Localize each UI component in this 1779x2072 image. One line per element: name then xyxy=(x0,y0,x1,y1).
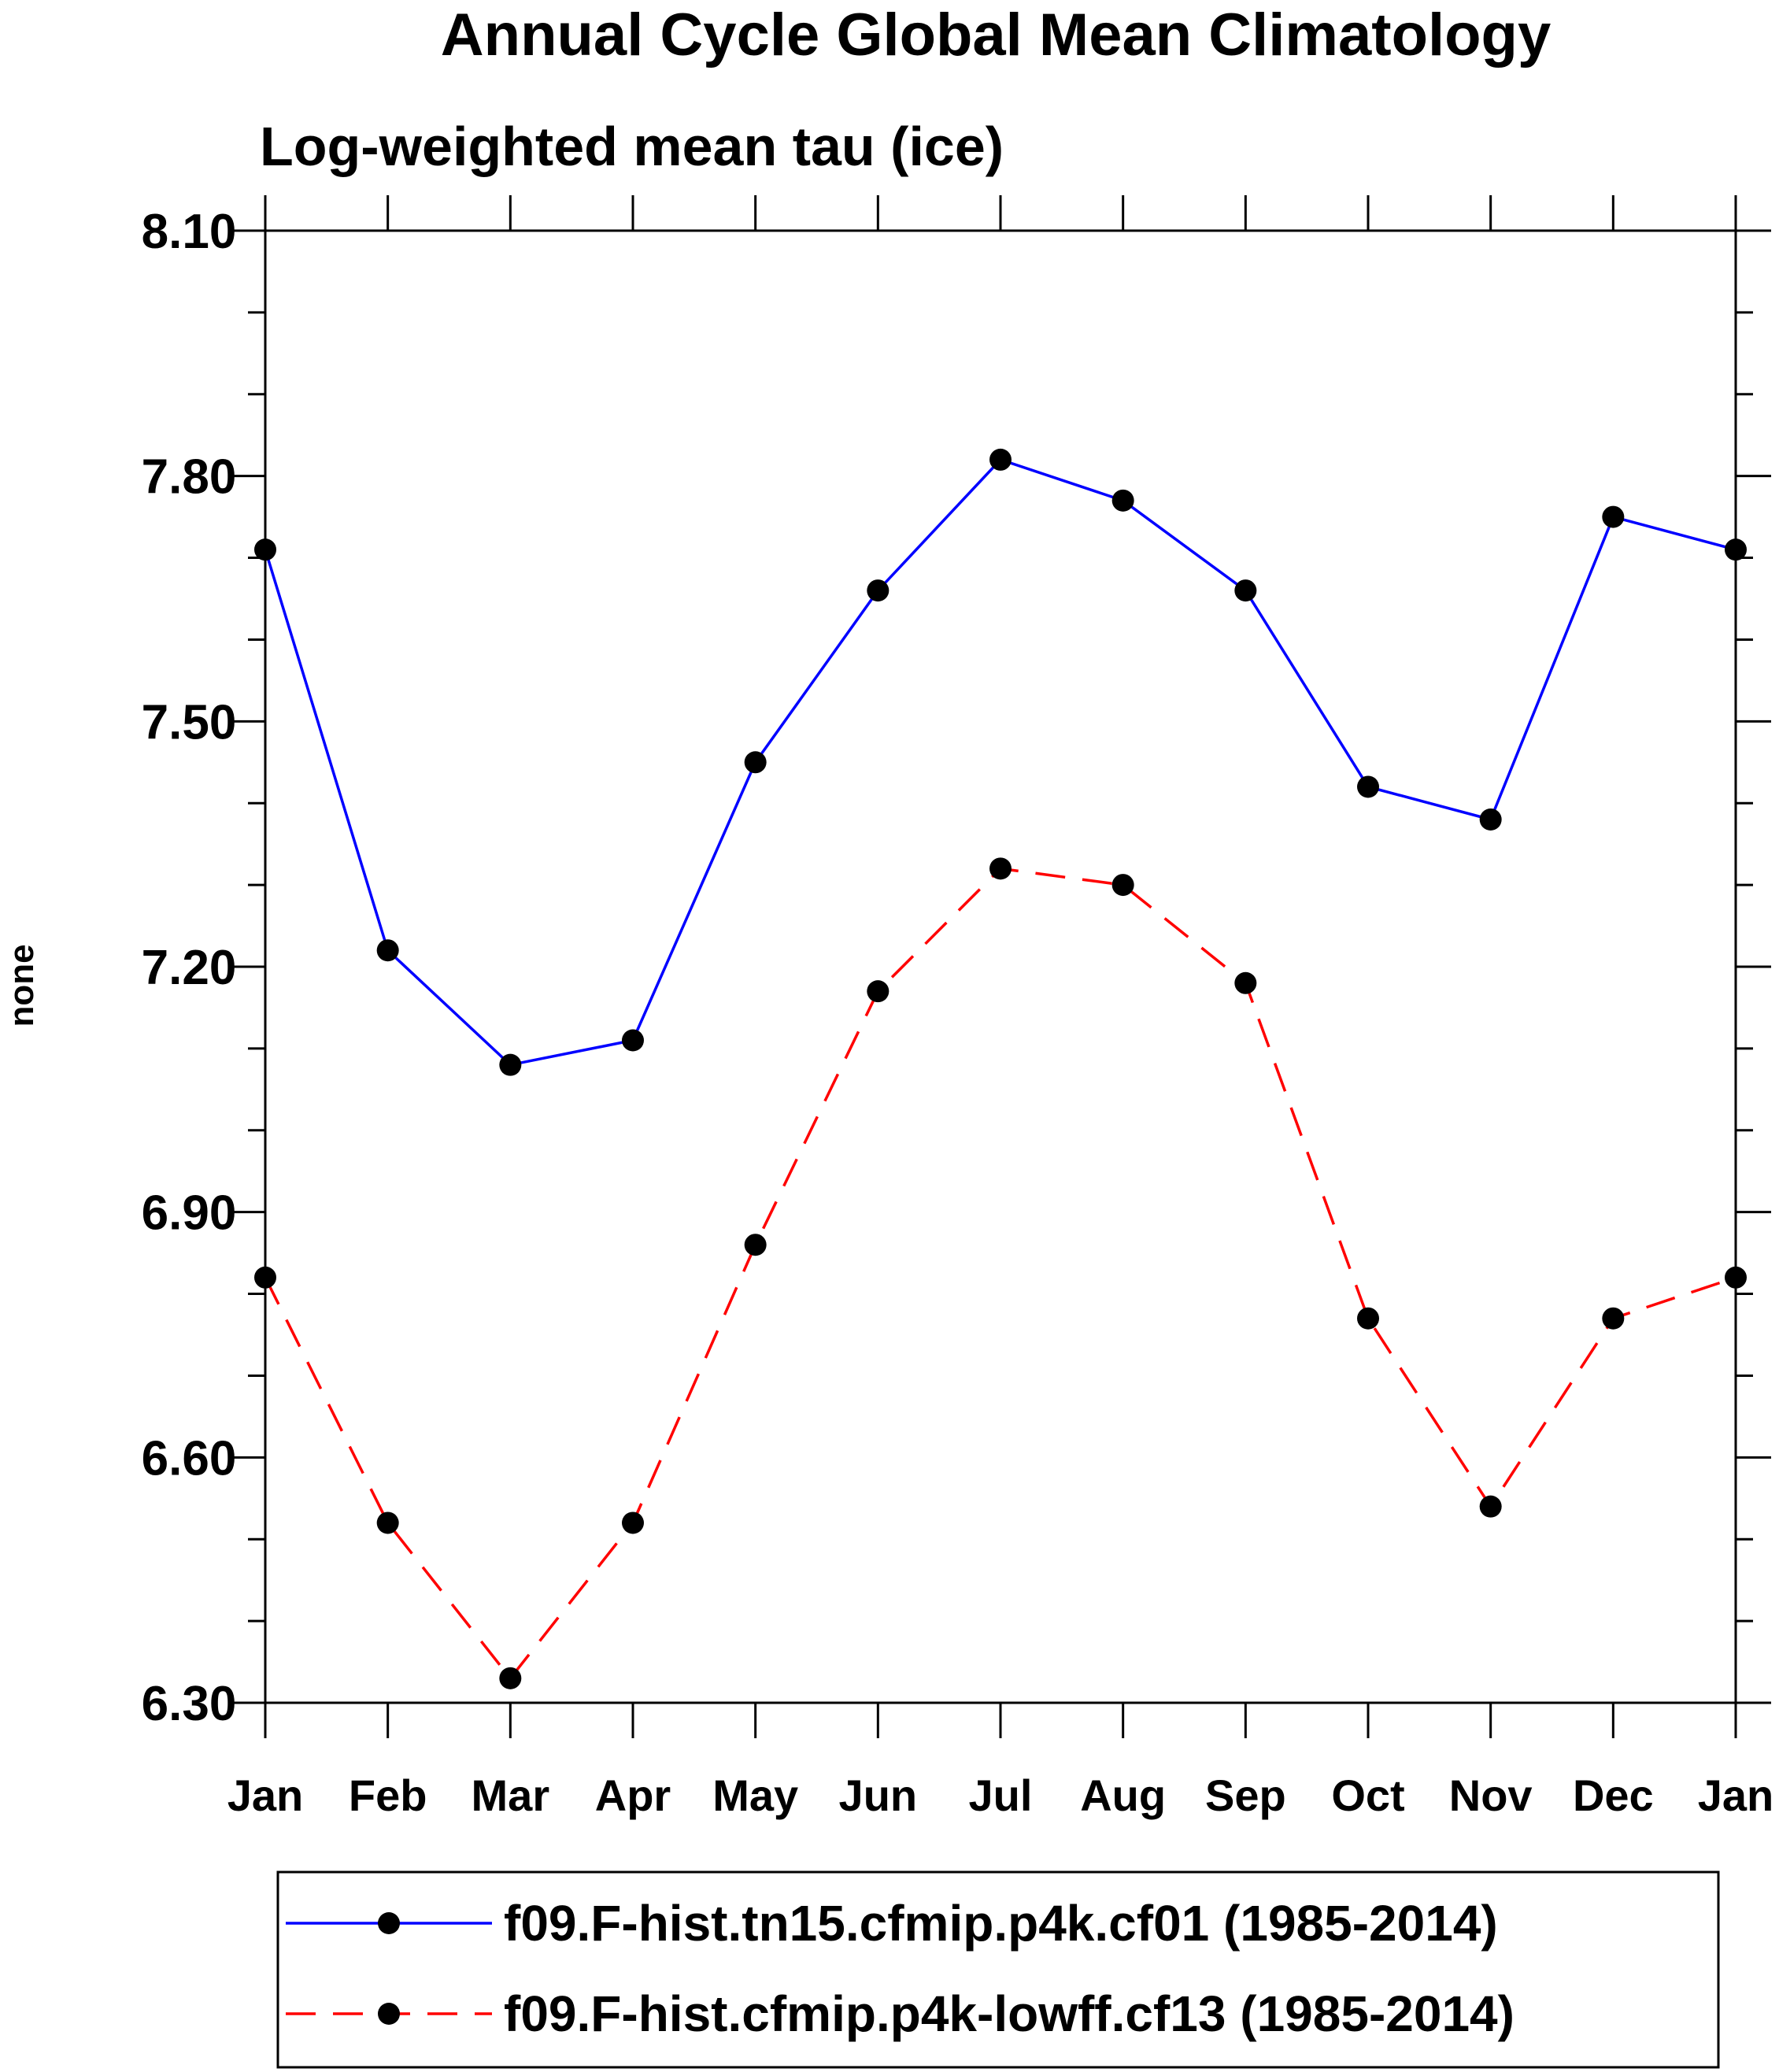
data-point xyxy=(1725,1266,1747,1289)
data-point xyxy=(744,1234,767,1256)
x-tick-label: Jan xyxy=(227,1770,304,1820)
legend-entry-1: f09.F-hist.tn15.cfmip.p4k.cf01 (1985-201… xyxy=(286,1895,1498,1952)
y-tick-label: 7.20 xyxy=(142,941,237,995)
data-point xyxy=(254,538,276,561)
data-point xyxy=(1479,1495,1502,1518)
series-layer xyxy=(254,448,1747,1689)
data-point xyxy=(989,448,1012,471)
data-point xyxy=(1357,775,1379,798)
data-point xyxy=(744,751,767,774)
legend-box xyxy=(276,1870,1720,2069)
x-tick-label: Dec xyxy=(1573,1770,1654,1820)
data-point xyxy=(622,1511,644,1534)
x-tick-label: Feb xyxy=(349,1770,427,1820)
x-tick-label: Sep xyxy=(1205,1770,1286,1820)
series-1 xyxy=(254,448,1747,1076)
data-point xyxy=(1602,505,1625,528)
data-point xyxy=(1602,1307,1625,1330)
data-point xyxy=(499,1053,522,1076)
series-line xyxy=(264,457,1736,1067)
legend-label: f09.F-hist.cfmip.p4k-lowff.cf13 (1985-20… xyxy=(504,1985,1515,2042)
y-axis-label: none xyxy=(2,944,41,1027)
legend-entry-2: f09.F-hist.cfmip.p4k-lowff.cf13 (1985-20… xyxy=(286,1985,1515,2042)
legend-marker xyxy=(378,1912,400,1934)
x-tick-label: Apr xyxy=(595,1770,671,1820)
x-tick-label: Mar xyxy=(472,1770,550,1820)
y-tick-label: 8.10 xyxy=(142,205,237,259)
x-tick-label: May xyxy=(712,1770,798,1820)
y-tick-label: 7.80 xyxy=(142,450,237,505)
x-tick-label: Nov xyxy=(1449,1770,1533,1820)
x-tick-label: Jun xyxy=(839,1770,918,1820)
data-point xyxy=(376,1511,399,1534)
data-point xyxy=(1725,538,1747,561)
legend-label: f09.F-hist.tn15.cfmip.p4k.cf01 (1985-201… xyxy=(504,1895,1498,1952)
x-tick-label: Jul xyxy=(969,1770,1033,1820)
data-point xyxy=(867,980,890,1003)
series-line xyxy=(264,867,1736,1681)
axes: 8.10 7.80 7.50 7.20 6.90 6.60 6.30 Jan Feb Mar Apr… xyxy=(142,195,1774,1820)
data-point xyxy=(989,857,1012,880)
data-point xyxy=(499,1667,522,1689)
x-tick-label: Aug xyxy=(1080,1770,1166,1820)
data-point xyxy=(1234,579,1257,602)
data-point xyxy=(1357,1307,1379,1330)
data-point xyxy=(1479,808,1502,831)
legend-marker xyxy=(378,2003,400,2025)
x-tick-label: Jan xyxy=(1698,1770,1774,1820)
series-2 xyxy=(254,857,1747,1689)
data-point xyxy=(622,1029,644,1052)
x-tick-label: Oct xyxy=(1331,1770,1404,1820)
data-point xyxy=(254,1266,276,1289)
data-point xyxy=(1111,874,1134,897)
data-point xyxy=(1111,489,1134,512)
y-tick-label: 6.90 xyxy=(142,1186,237,1241)
data-point xyxy=(1234,971,1257,994)
data-point xyxy=(376,939,399,962)
chart-title: Annual Cycle Global Mean Climatology xyxy=(441,2,1551,68)
chart-subtitle: Log-weighted mean tau (ice) xyxy=(260,116,1004,177)
legend: f09.F-hist.tn15.cfmip.p4k.cf01 (1985-201… xyxy=(276,1870,1720,2069)
y-tick-label: 6.30 xyxy=(142,1677,237,1731)
data-point xyxy=(867,579,890,602)
y-tick-label: 7.50 xyxy=(142,695,237,749)
y-tick-label: 6.60 xyxy=(142,1431,237,1486)
